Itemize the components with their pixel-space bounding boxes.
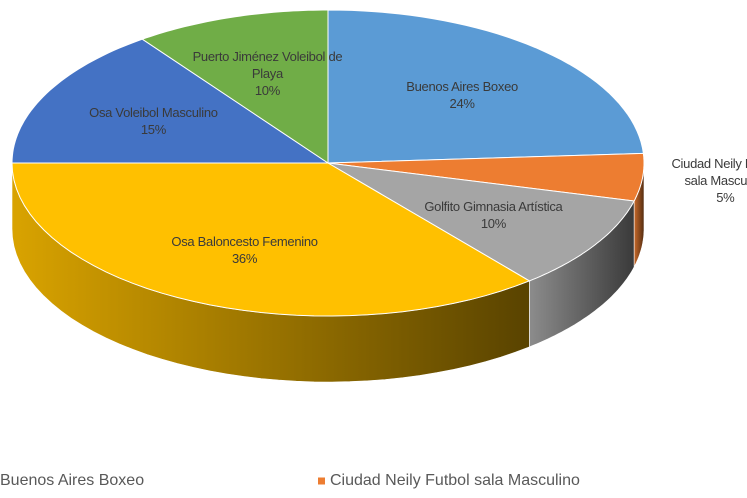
data-label-box: Puerto Jiménez Voleibol de Playa 10%	[183, 43, 353, 105]
legend-label: Buenos Aires Boxeo	[0, 472, 144, 489]
legend-swatch	[318, 477, 325, 485]
data-label-box: Osa Voleibol Masculino 15%	[29, 90, 278, 152]
label-name: Golfito Gimnasia Artística	[424, 198, 563, 214]
label-name: Osa Baloncesto Femenino	[171, 233, 318, 249]
legend-label: Ciudad Neily Futbol sala Masculino	[330, 472, 580, 489]
label-name: Buenos Aires Boxeo	[406, 78, 518, 94]
slice	[327, 152, 645, 202]
label-value: 10%	[254, 83, 280, 99]
label-name: Osa Voleibol Masculino	[89, 104, 218, 120]
data-label-box: Golfito Gimnasia Artística 10%	[409, 184, 579, 246]
data-label-box: Ciudad Neily Futbol sala Masculino5%	[670, 149, 747, 211]
label-value: 24%	[449, 95, 475, 111]
data-label: Ciudad Neily Futbol sala Masculino5%	[670, 149, 747, 211]
label-name: Ciudad Neily Futbol sala Masculino	[671, 155, 747, 188]
data-label-box: Buenos Aires Boxeo 24%	[274, 64, 650, 126]
slice	[11, 162, 531, 317]
data-label-box: Osa Baloncesto Femenino 36%	[0, 219, 493, 281]
slice	[141, 9, 329, 164]
label-value: 10%	[480, 215, 506, 231]
label-name: Puerto Jiménez Voleibol de Playa	[192, 49, 343, 82]
label-value: 5%	[716, 189, 735, 205]
slice	[327, 9, 644, 164]
slice	[327, 162, 635, 282]
label-value: 15%	[140, 121, 166, 137]
slice	[11, 38, 330, 164]
label-value: 36%	[232, 250, 258, 266]
